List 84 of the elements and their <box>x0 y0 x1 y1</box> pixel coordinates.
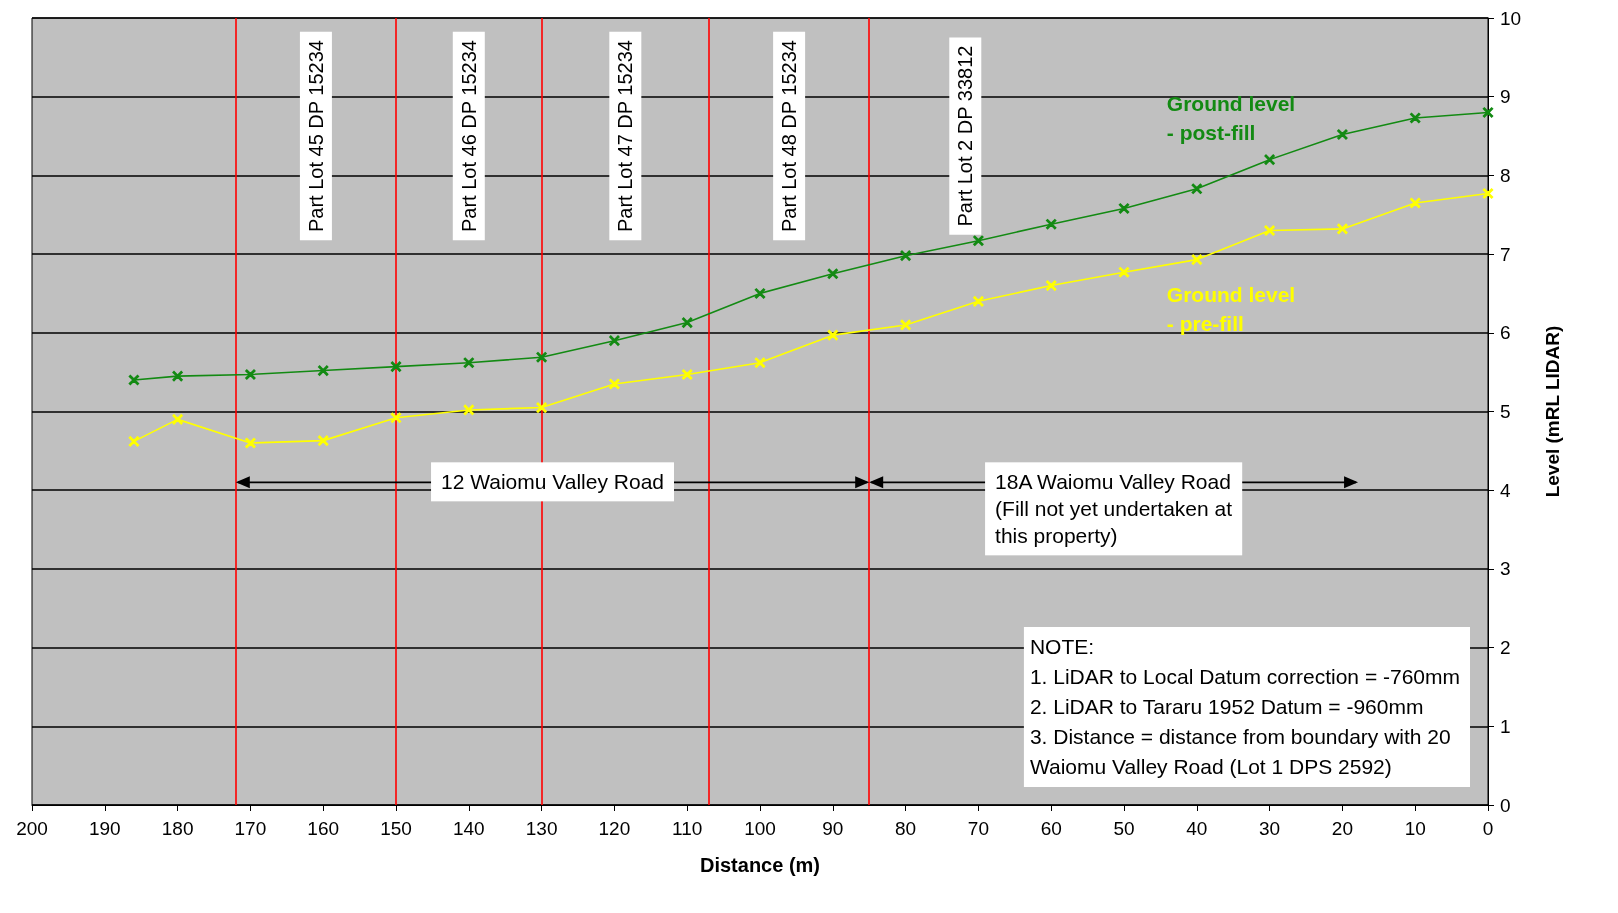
x-tick-label: 40 <box>1186 818 1208 839</box>
x-tick-label: 0 <box>1482 818 1494 839</box>
point <box>536 402 547 413</box>
point <box>1191 183 1203 195</box>
annotation: Part Lot 48 DP 15234 <box>778 40 801 233</box>
point <box>536 351 547 363</box>
annotation: NOTE: 1. LiDAR to Local Datum correction = -760mm 2. LiDAR to Tararu 1952 Datum = -960mm 3. Distance = distance from boundary with 20 Waiomu Valley Road (Lot 1 DPS 2592) <box>1029 634 1460 778</box>
x-tick-label: 80 <box>895 818 917 839</box>
point <box>1337 129 1348 140</box>
point <box>245 369 256 380</box>
y-tick-label: 6 <box>1500 322 1511 344</box>
x-tick-label: 60 <box>1040 818 1062 839</box>
point <box>609 378 620 390</box>
point <box>1409 112 1421 124</box>
point <box>1482 107 1494 118</box>
point <box>900 319 911 331</box>
y-tick-label: 0 <box>1500 794 1511 816</box>
point <box>1264 154 1275 165</box>
point <box>900 250 911 261</box>
series-label: Ground level - post-fill <box>1166 91 1296 144</box>
y-tick-label: 3 <box>1500 558 1511 580</box>
x-tick-label: 50 <box>1113 818 1135 839</box>
point <box>754 288 766 299</box>
point <box>1264 225 1275 236</box>
point <box>827 329 839 341</box>
x-tick-label: 30 <box>1259 818 1281 839</box>
y-tick-label: 1 <box>1500 715 1511 737</box>
point <box>1045 218 1057 230</box>
x-tick-label: 10 <box>1404 818 1426 839</box>
point <box>172 414 183 425</box>
annotation: Part Lot 47 DP 15234 <box>614 40 637 233</box>
point <box>973 296 984 307</box>
x-tick-label: 180 <box>161 818 194 839</box>
point <box>681 317 693 328</box>
point <box>317 435 329 446</box>
annotation: 18A Waiomu Valley Road (Fill not yet undertaken at this property) <box>995 470 1233 548</box>
x-tick-label: 20 <box>1331 818 1353 839</box>
x-tick-label: 140 <box>452 818 485 839</box>
x-tick-label: 70 <box>967 818 989 839</box>
point <box>128 374 140 386</box>
point <box>463 357 475 368</box>
point <box>827 268 839 280</box>
point <box>1409 197 1421 209</box>
y-tick-label: 7 <box>1500 243 1511 265</box>
y-tick-label: 9 <box>1500 86 1511 108</box>
annotation: Part Lot 46 DP 15234 <box>457 40 480 233</box>
x-tick-label: 200 <box>16 818 48 839</box>
y-tick-label: 8 <box>1500 164 1511 186</box>
annotation: Part Lot 2 DP 33812 <box>954 45 977 227</box>
x-tick-label: 170 <box>234 818 267 839</box>
y-axis-title: Level (mRL LIDAR) <box>1542 325 1563 498</box>
point <box>754 357 766 368</box>
point <box>317 365 329 376</box>
point <box>1118 266 1130 278</box>
point <box>245 437 256 449</box>
point <box>463 404 475 416</box>
point <box>390 412 402 424</box>
x-tick-label: 150 <box>380 818 412 839</box>
x-tick-label: 120 <box>598 818 631 839</box>
annotation: 12 Waiomu Valley Road <box>441 470 664 494</box>
point <box>1191 254 1203 265</box>
point <box>1118 203 1130 214</box>
x-axis-title: Distance (m) <box>699 854 821 876</box>
point <box>609 335 620 346</box>
y-tick-label: 4 <box>1500 479 1511 501</box>
point <box>1045 280 1057 291</box>
x-tick-label: 190 <box>88 818 121 839</box>
annotation: Part Lot 45 DP 15234 <box>304 40 327 233</box>
y-tick-label: 2 <box>1500 637 1511 659</box>
point <box>973 235 984 246</box>
y-tick-label: 10 <box>1500 7 1522 29</box>
y-tick-label: 5 <box>1500 401 1511 422</box>
point <box>128 436 140 447</box>
point <box>1337 223 1348 235</box>
x-tick-label: 100 <box>744 818 776 839</box>
point <box>390 361 402 372</box>
x-tick-label: 130 <box>525 818 558 839</box>
x-tick-label: 90 <box>822 818 844 839</box>
point <box>681 369 693 380</box>
series-label: Ground level - pre-fill <box>1166 282 1296 335</box>
x-tick-label: 160 <box>307 818 340 839</box>
point <box>1482 188 1494 199</box>
point <box>172 370 183 382</box>
x-tick-label: 110 <box>672 818 703 839</box>
